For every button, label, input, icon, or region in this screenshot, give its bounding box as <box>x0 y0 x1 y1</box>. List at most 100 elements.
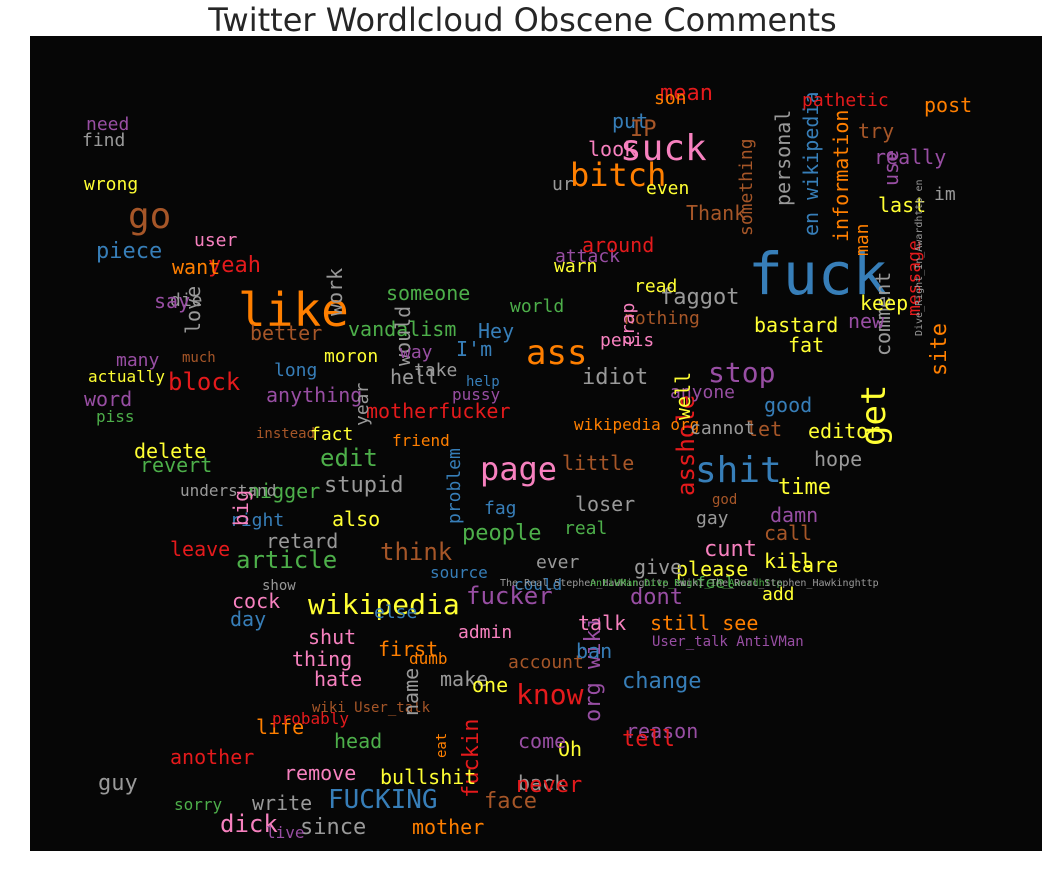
word-keep: keep <box>860 291 908 315</box>
word-go: go <box>128 196 171 237</box>
word-friend: friend <box>392 431 450 450</box>
word-first: first <box>378 637 438 661</box>
word-around: around <box>582 233 654 257</box>
word-fact: fact <box>310 424 353 445</box>
word-ever: ever <box>536 552 580 573</box>
word-long: long <box>274 360 317 381</box>
word-org-wiki: org wiki <box>581 616 606 722</box>
word-thank: Thank <box>686 201 746 225</box>
word-last: last <box>878 193 926 217</box>
word-also: also <box>332 507 380 531</box>
word-motherfucker: motherfucker <box>366 399 511 423</box>
word-dive-right-in-awardhttp-en: Dive_Right_In_Awardhttp en <box>914 179 925 336</box>
word-mother: mother <box>412 815 484 839</box>
word-site: site <box>927 323 952 376</box>
word-name: name <box>399 668 423 716</box>
word-face: face <box>484 789 537 814</box>
word-fuckin: fuckin <box>459 719 484 798</box>
word-better: better <box>250 321 322 345</box>
word-head: head <box>334 729 382 753</box>
word-fucking: FUCKING <box>328 785 438 815</box>
word-tell: tell <box>622 727 675 752</box>
word-write: write <box>252 791 312 815</box>
word-vandalism: vandalism <box>348 317 456 341</box>
word-hate: hate <box>314 667 362 691</box>
word-hey: Hey <box>478 319 514 343</box>
word-someone: someone <box>386 281 470 305</box>
word-take: take <box>414 360 457 381</box>
word-talk: talk <box>578 611 626 635</box>
word-let: let <box>746 417 782 441</box>
word-suck: suck <box>620 128 707 169</box>
word-stop: stop <box>708 356 775 389</box>
word-ur: ur <box>552 174 574 195</box>
word-want: want <box>172 255 220 279</box>
word-antivman-dive-right-in-awardhttp: AntiVMan Dive_Right_In_Awardhttp <box>590 578 783 589</box>
word-eat: eat <box>434 733 450 758</box>
word-cunt: cunt <box>704 537 757 562</box>
word-oh: Oh <box>558 737 582 761</box>
word-wikipedia: wikipedia <box>308 588 460 621</box>
word-come: come <box>518 729 566 753</box>
word-read: read <box>634 276 677 297</box>
word-ban: ban <box>576 639 612 663</box>
word-guy: guy <box>98 771 138 796</box>
word-the-real-stephen-hawkinghttp-en: The_Real_Stephen_Hawkinghttp en <box>500 578 687 589</box>
word-well: well <box>671 372 695 420</box>
word-say: say <box>154 289 190 313</box>
word-piss: piss <box>96 407 135 426</box>
word-bitch: bitch <box>570 156 666 194</box>
word-mean: mean <box>660 81 713 106</box>
word-kill: kill <box>764 549 812 573</box>
word-article: article <box>236 546 337 574</box>
wordcloud-canvas: fuck like ass page shit suck bitch go get wikiped… <box>30 36 1042 851</box>
word-leave: leave <box>170 537 230 561</box>
word-editor: editor <box>808 419 880 443</box>
word-yeah: yeah <box>208 253 261 278</box>
word-find: find <box>82 130 125 151</box>
word-dont: dont <box>630 585 683 610</box>
word-change: change <box>622 669 701 694</box>
word-gay: gay <box>696 508 729 529</box>
word-hope: hope <box>814 447 862 471</box>
word-big: big <box>229 490 253 526</box>
word-fag: fag <box>484 498 517 519</box>
word-source: source <box>430 563 488 582</box>
word-faggot: faggot <box>660 285 739 310</box>
word-information: information <box>829 110 853 242</box>
word-personal: personal <box>771 110 795 206</box>
word-understand: understand <box>180 481 276 500</box>
chart-title: Twitter Wordlcloud Obscene Comments <box>208 1 837 39</box>
word-nigger: nigger <box>248 479 320 503</box>
word-son: son <box>654 88 687 109</box>
word-life: life <box>256 715 304 739</box>
word-reason: reason <box>626 719 698 743</box>
word-another: another <box>170 745 254 769</box>
word-revert: revert <box>140 453 212 477</box>
word-problem: problem <box>444 448 465 524</box>
word-probably: probably <box>272 709 349 728</box>
word-day: day <box>230 607 266 631</box>
word-penis: penis <box>600 330 654 351</box>
word-world: world <box>510 296 564 317</box>
word-word: word <box>84 387 132 411</box>
word-really: really <box>874 145 946 169</box>
word-never: never <box>516 773 582 798</box>
word-page: page <box>480 450 557 488</box>
word-remove: remove <box>284 761 356 785</box>
word-people: people <box>462 521 541 546</box>
word-pussy: pussy <box>452 385 501 404</box>
word-way: way <box>400 342 433 363</box>
word-en-wikipedia: en wikipedia <box>799 92 823 237</box>
word-idiot: idiot <box>582 365 648 390</box>
word-dumb: dumb <box>409 649 448 668</box>
word-ip: IP <box>630 117 657 142</box>
word-year: year <box>352 382 373 426</box>
word-good: good <box>764 393 812 417</box>
word-anything: anything <box>266 383 362 407</box>
word-ass: ass <box>526 333 587 373</box>
word-account: account <box>508 652 584 673</box>
word-wiki-the-real-stephen-hawkinghttp: wiki The_Real_Stephen_Hawkinghttp <box>680 578 879 589</box>
word-fucker: fucker <box>466 582 553 610</box>
